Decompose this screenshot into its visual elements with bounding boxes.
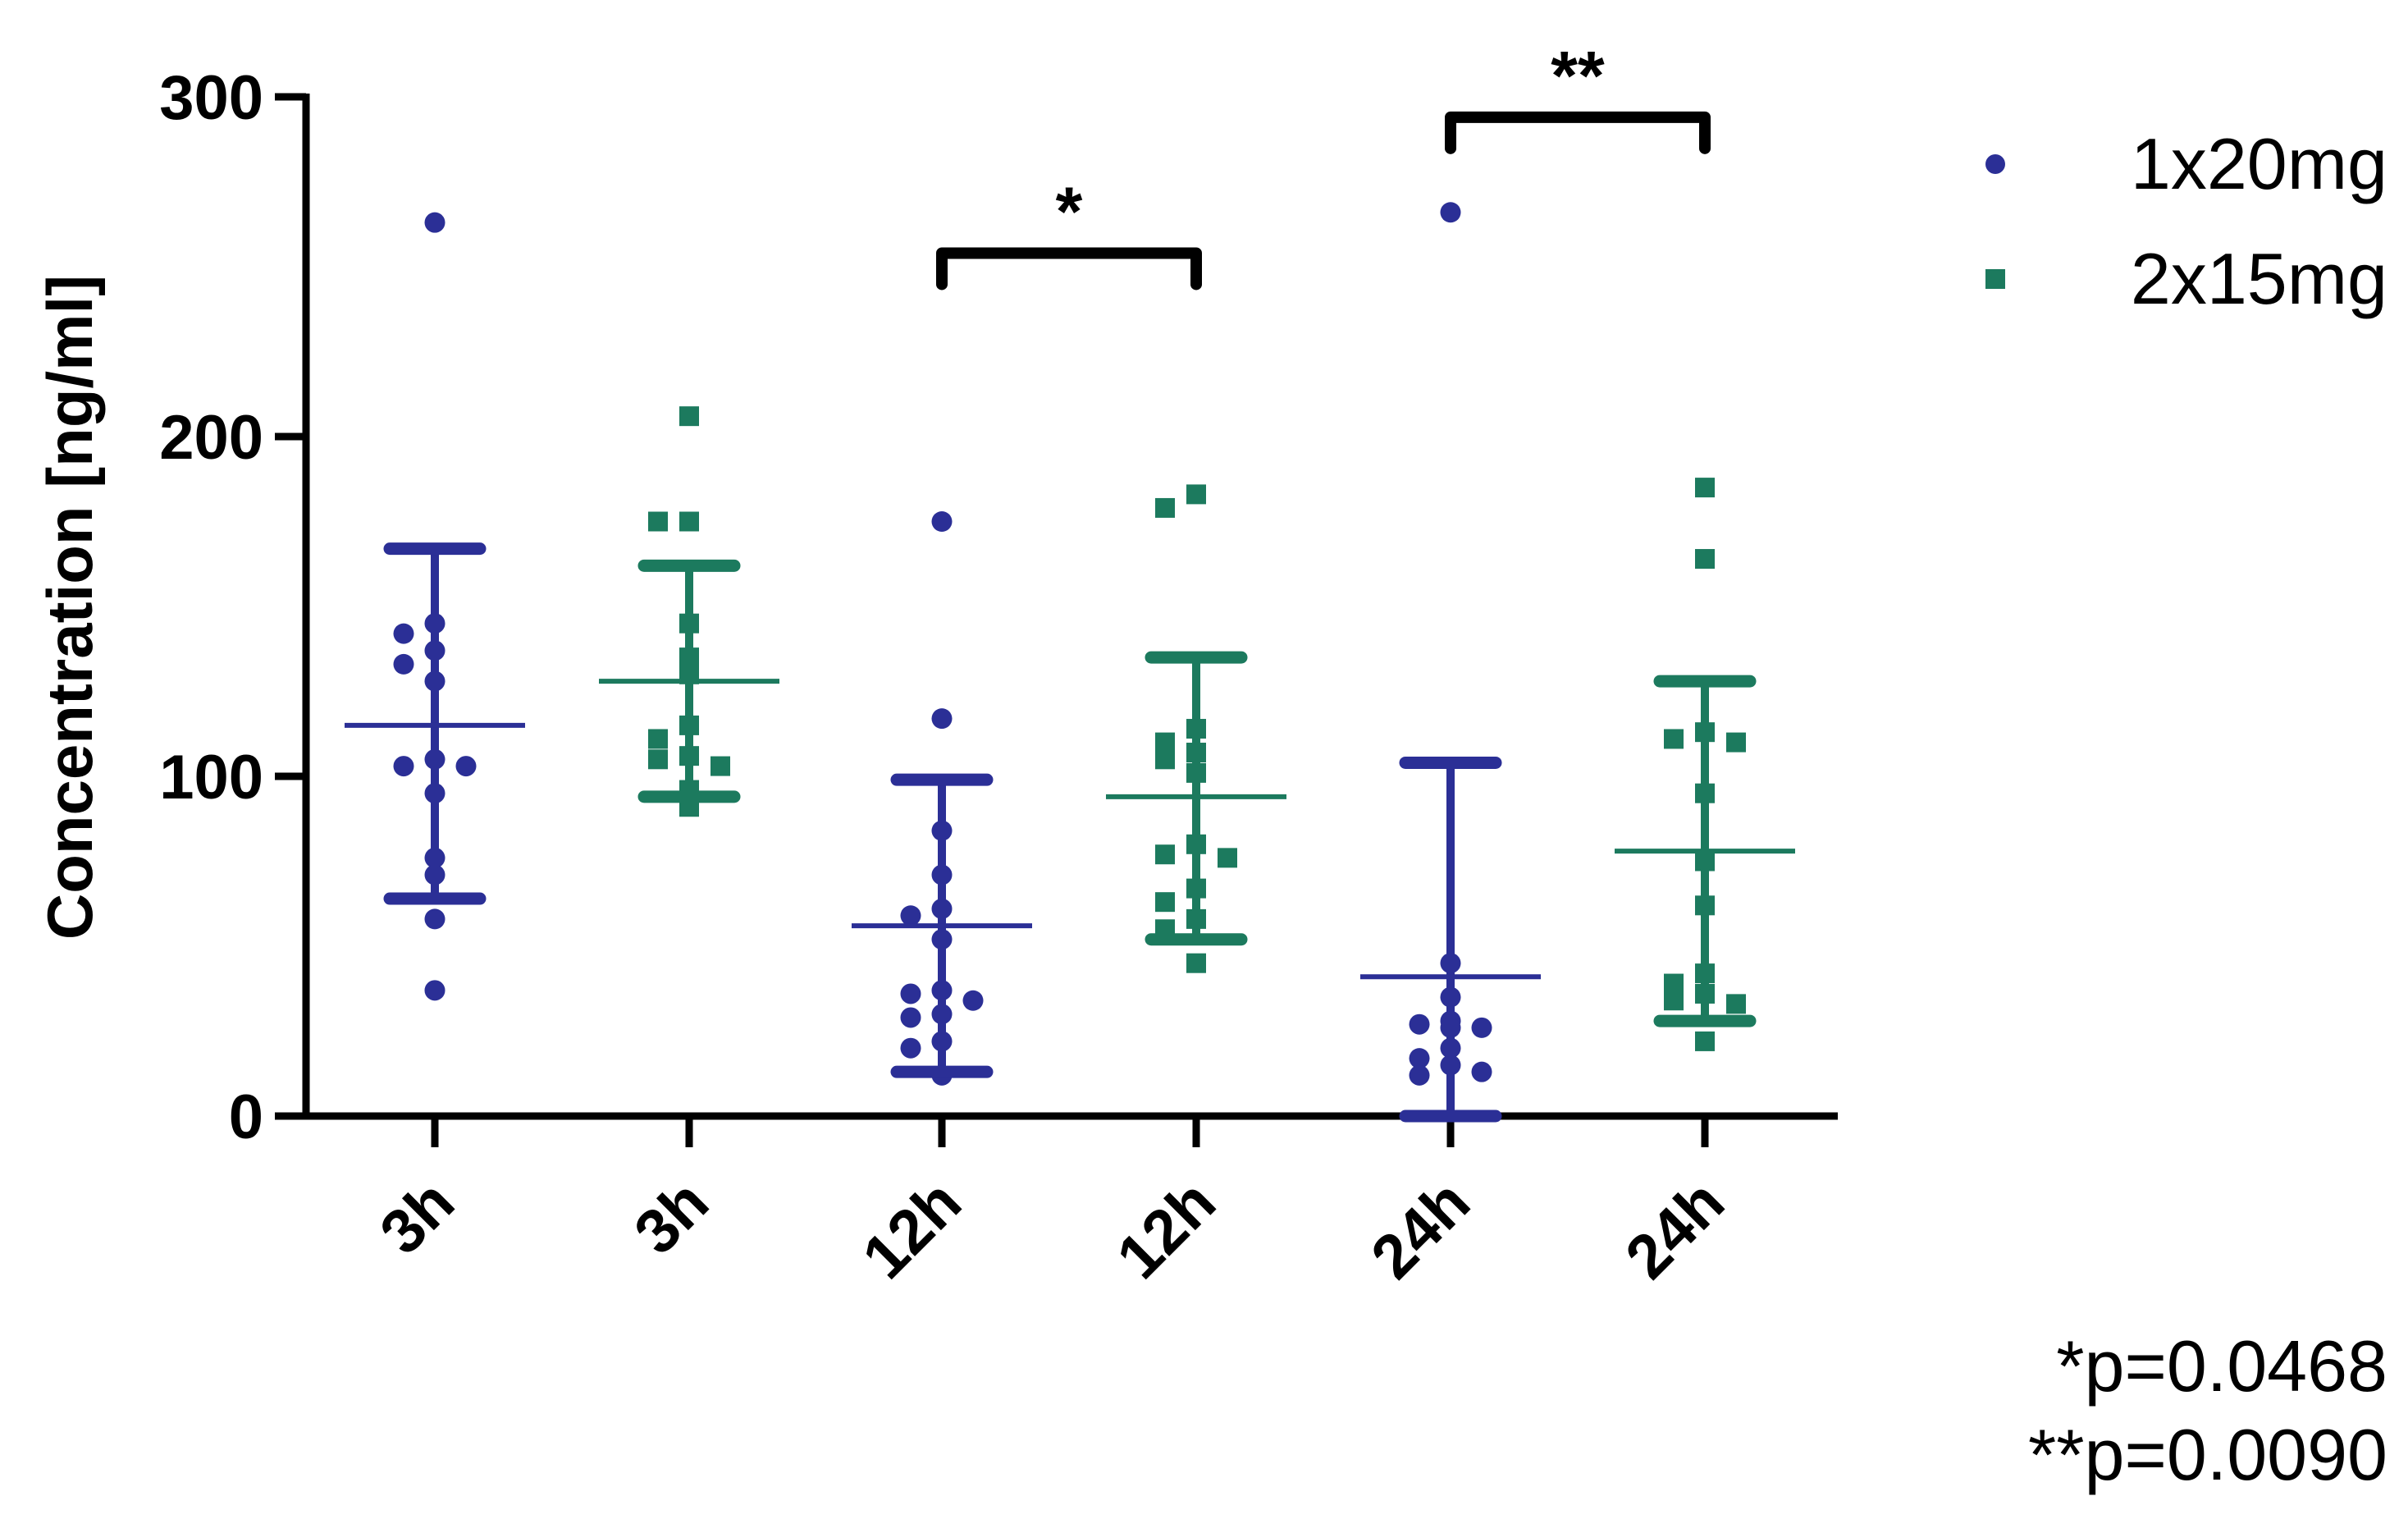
significance-brackets: ***: [936, 37, 1711, 291]
data-point: [962, 990, 984, 1011]
x-tick-label: 24h: [1358, 1167, 1483, 1293]
p-value-note: *p=0.0468: [2056, 1325, 2387, 1407]
y-tick-label: 0: [229, 1082, 263, 1152]
significance-label: **: [1551, 37, 1605, 114]
error-bars: [345, 542, 1795, 1123]
data-point: [679, 511, 699, 532]
data-point: [648, 749, 668, 770]
data-point: [1155, 844, 1175, 865]
legend: 1x20mg 2x15mg: [1985, 123, 2387, 319]
data-point: [424, 980, 446, 1001]
data-point: [1664, 991, 1684, 1011]
data-point: [648, 511, 668, 532]
data-point: [1409, 1064, 1430, 1086]
x-tick-label: 3h: [367, 1167, 468, 1268]
data-point: [1695, 478, 1715, 498]
data-points: [393, 202, 1746, 1086]
data-point: [1471, 1061, 1492, 1082]
legend-label: 1x20mg: [2131, 123, 2387, 204]
data-point: [1186, 484, 1206, 505]
data-point: [1695, 1031, 1715, 1051]
data-point: [1726, 732, 1746, 753]
data-point: [1695, 549, 1715, 570]
y-tick-label: 300: [159, 63, 263, 133]
data-point: [393, 653, 414, 675]
legend-label: 2x15mg: [2131, 238, 2387, 319]
data-point: [900, 983, 921, 1004]
data-point: [931, 708, 953, 730]
significance-bracket: [1445, 111, 1711, 154]
data-point: [455, 756, 477, 777]
data-point: [1218, 848, 1237, 868]
data-point: [1155, 497, 1175, 518]
data-point: [1186, 953, 1206, 973]
data-point: [1664, 729, 1684, 749]
data-point: [393, 756, 414, 777]
data-point: [711, 756, 730, 776]
data-point: [424, 212, 446, 233]
legend-marker: [1985, 269, 2005, 289]
data-point: [931, 511, 953, 532]
x-tick-label: 12h: [849, 1167, 975, 1293]
data-point: [393, 623, 414, 644]
data-point: [679, 406, 699, 427]
p-value-note: **p=0.0090: [2028, 1414, 2387, 1495]
significance-bracket: [936, 247, 1202, 291]
data-point: [900, 905, 921, 926]
data-point: [1155, 732, 1175, 753]
x-tick-label: 24h: [1612, 1167, 1738, 1293]
significance-label: *: [1056, 172, 1083, 249]
y-tick-label: 100: [159, 743, 263, 812]
data-point: [900, 1007, 921, 1028]
data-point: [1664, 973, 1684, 994]
data-point: [1471, 1017, 1492, 1038]
data-point: [424, 908, 446, 930]
y-axis-label: Concentration [ng/ml]: [34, 275, 106, 940]
data-point: [648, 729, 668, 749]
data-point: [1155, 749, 1175, 770]
x-tick-label: 3h: [621, 1167, 722, 1268]
data-point: [900, 1037, 921, 1059]
y-tick-label: 200: [159, 403, 263, 473]
data-point: [1726, 994, 1746, 1014]
data-point: [1409, 1013, 1430, 1035]
x-tick-label: 12h: [1103, 1167, 1229, 1293]
data-point: [1440, 202, 1461, 223]
legend-marker: [1985, 154, 2005, 174]
data-point: [1155, 892, 1175, 913]
data-point: [1409, 1048, 1430, 1069]
p-value-notes: *p=0.0468**p=0.0090: [2028, 1325, 2387, 1495]
